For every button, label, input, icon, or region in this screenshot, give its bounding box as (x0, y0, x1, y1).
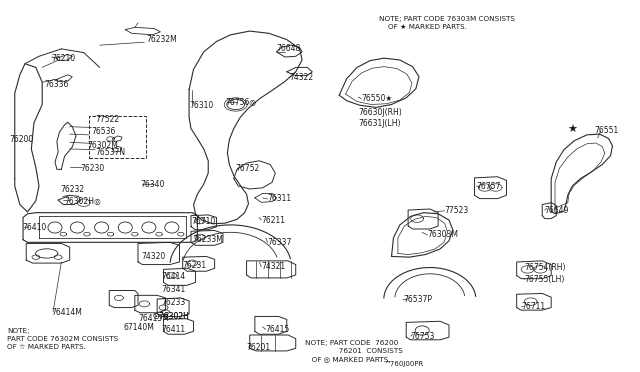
Text: 76415: 76415 (265, 325, 289, 334)
Text: 76756◎: 76756◎ (225, 98, 257, 107)
Text: 76411: 76411 (162, 325, 186, 334)
Text: ☉76302H: ☉76302H (153, 312, 189, 321)
Text: 76311: 76311 (268, 195, 292, 203)
Text: 76551: 76551 (595, 126, 619, 135)
Text: 74322: 74322 (289, 73, 314, 82)
Text: ☉76302H: ☉76302H (153, 312, 189, 321)
Text: 76630J(RH): 76630J(RH) (358, 108, 402, 117)
Text: 76232M: 76232M (147, 35, 177, 44)
Text: 76414M: 76414M (52, 308, 83, 317)
Text: 77523: 77523 (445, 206, 468, 215)
Text: 76631J(LH): 76631J(LH) (358, 119, 401, 128)
Text: 76536: 76536 (92, 126, 116, 136)
Text: 76415M: 76415M (138, 314, 169, 323)
Text: 76550★: 76550★ (362, 94, 393, 103)
Text: 76230: 76230 (81, 164, 105, 173)
Text: 76649: 76649 (545, 206, 569, 215)
Text: 76200: 76200 (10, 135, 34, 144)
Text: NOTE; PART CODE 76303M CONSISTS
    OF ★ MARKED PARTS.: NOTE; PART CODE 76303M CONSISTS OF ★ MAR… (379, 16, 515, 29)
Text: 76233M: 76233M (192, 235, 223, 244)
Text: NOTE;
PART CODE 76302M CONSISTS
OF ☆ MARKED PARTS.: NOTE; PART CODE 76302M CONSISTS OF ☆ MAR… (7, 328, 118, 350)
Text: NOTE; PART CODE  76200
               76201  CONSISTS
   OF ◎ MARKED PARTS.: NOTE; PART CODE 76200 76201 CONSISTS OF … (305, 340, 403, 362)
Text: 76341: 76341 (162, 285, 186, 294)
Text: 76755(LH): 76755(LH) (524, 275, 564, 284)
Text: 76210: 76210 (52, 54, 76, 62)
Text: 76711: 76711 (521, 302, 545, 311)
Text: 76336: 76336 (44, 80, 68, 89)
Text: 76752: 76752 (236, 164, 260, 173)
Text: ^760J00PR: ^760J00PR (384, 361, 423, 367)
Text: 76233: 76233 (162, 298, 186, 307)
Text: 77522: 77522 (95, 115, 119, 124)
Text: 76648: 76648 (276, 44, 301, 53)
Text: 74320: 74320 (141, 252, 165, 261)
Text: 76201: 76201 (246, 343, 271, 352)
Text: 76310: 76310 (189, 101, 213, 110)
Text: 76537N: 76537N (95, 148, 125, 157)
Text: 67140M: 67140M (124, 323, 154, 332)
Text: 74321: 74321 (261, 262, 285, 271)
Text: 76410: 76410 (22, 223, 47, 232)
Text: 76754(RH): 76754(RH) (524, 263, 566, 272)
Text: 76303M: 76303M (428, 230, 458, 240)
Text: 76302M: 76302M (87, 141, 118, 150)
Text: 76753: 76753 (411, 331, 435, 341)
Text: 76337: 76337 (268, 238, 292, 247)
Text: ★: ★ (567, 125, 577, 135)
Text: 76414: 76414 (162, 272, 186, 281)
Text: 76231: 76231 (182, 261, 207, 270)
Text: 76211: 76211 (261, 216, 285, 225)
Text: 76232: 76232 (61, 185, 85, 194)
Text: 76302H◎: 76302H◎ (65, 197, 101, 206)
Text: 76537P: 76537P (403, 295, 432, 304)
Text: 76757: 76757 (476, 182, 501, 190)
Text: 76710: 76710 (191, 217, 215, 226)
Text: 76340: 76340 (140, 180, 164, 189)
